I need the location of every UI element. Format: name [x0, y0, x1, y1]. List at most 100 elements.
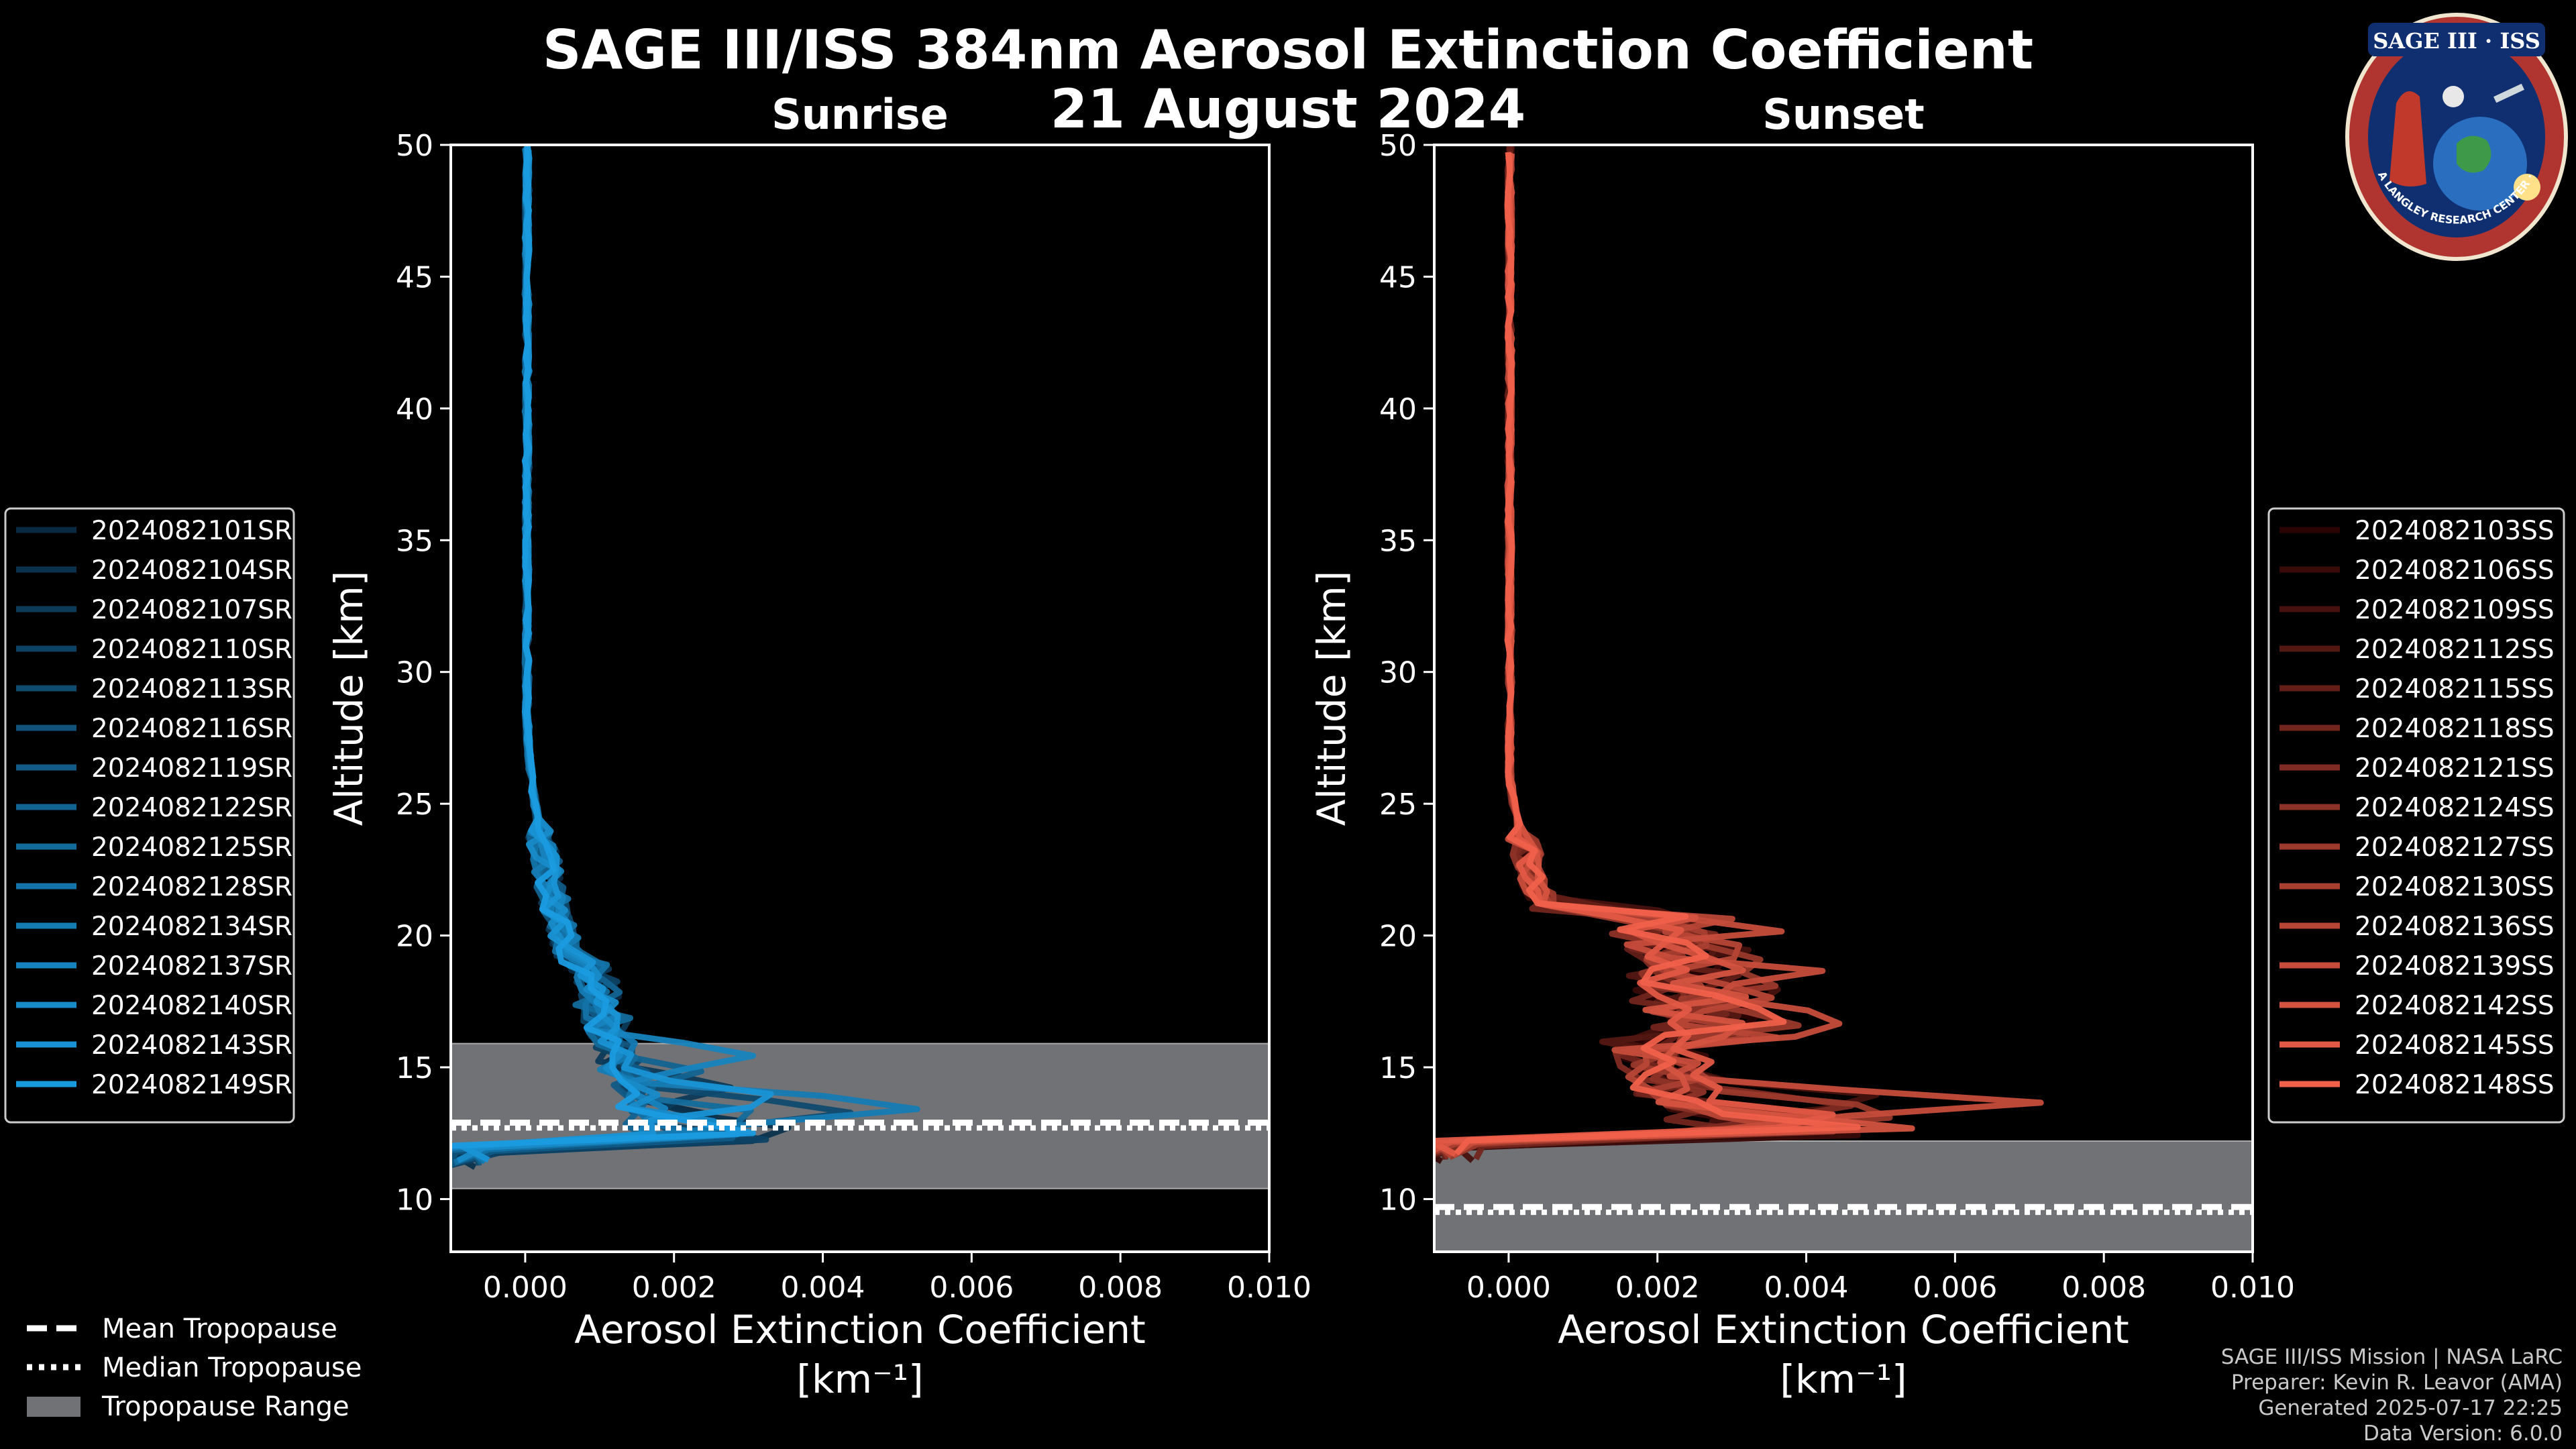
sunset-profiles [1434, 145, 2044, 1165]
y-tick-label: 25 [1379, 788, 1417, 822]
profile-2024082143SR [460, 145, 774, 1163]
sage-mission-badge: SAGE III · ISS BALL · NASA LANGLEY RESEA… [2343, 9, 2568, 261]
y-tick-label: 15 [1379, 1051, 1417, 1085]
sunrise-x-axis-unit: [km⁻¹] [796, 1356, 923, 1402]
sunset-x-axis-label: Aerosol Extinction Coefficient [1558, 1307, 2129, 1352]
y-tick-label: 40 [396, 392, 433, 427]
main-title-date: 21 August 2024 [1050, 78, 1526, 140]
footer-generated: Generated 2025-07-17 22:25 [2258, 1396, 2563, 1420]
sunrise-profiles [451, 145, 920, 1170]
legend-label: 2024082142SS [2355, 991, 2555, 1021]
x-tick-label: 0.006 [1913, 1271, 1997, 1305]
legend-label: 2024082110SR [91, 635, 292, 665]
x-tick-label: 0.004 [1764, 1271, 1849, 1305]
legend-label: 2024082119SR [91, 753, 292, 784]
legend-label: 2024082124SS [2355, 793, 2555, 823]
sunset-legend-box [2267, 507, 2565, 1124]
legend-label: 2024082125SR [91, 833, 292, 863]
sunrise-y-axis-label: Altitude [km] [326, 571, 372, 826]
legend-label: 2024082112SS [2355, 635, 2555, 665]
profile-2024082148SS [1454, 152, 1861, 1156]
x-tick-label: 0.002 [1615, 1271, 1700, 1305]
tropopause-range-label: Tropopause Range [101, 1391, 350, 1422]
profile-2024082101SR [451, 153, 717, 1169]
legend-label: 2024082143SR [91, 1030, 292, 1061]
sunset-panel-title: Sunset [1762, 90, 1925, 139]
badge-continent [2457, 136, 2491, 173]
legend-label: 2024082113SR [91, 674, 292, 704]
sunset-y-axis-label: Altitude [km] [1309, 571, 1354, 826]
footer-data-version: Data Version: 6.0.0 [2363, 1421, 2563, 1446]
y-tick-label: 35 [396, 524, 433, 558]
legend-label: 2024082148SS [2355, 1070, 2555, 1100]
y-tick-label: 45 [396, 260, 433, 294]
y-tick-label: 50 [396, 129, 433, 163]
legend-label: 2024082136SS [2355, 912, 2555, 942]
profile-2024082113SR [474, 150, 854, 1166]
y-tick-label: 40 [1379, 392, 1417, 427]
sunset-tropopause-range [1434, 1140, 2253, 1252]
sunrise-panel: 0.000 0.002 0.004 0.006 0.008 0.010 10 15 20 25 30… [326, 90, 1311, 1402]
x-tick-label: 0.008 [2061, 1271, 2146, 1305]
sunrise-axes-frame [449, 144, 1271, 1253]
x-tick-label: 0.002 [632, 1271, 716, 1305]
x-tick-label: 0.010 [1227, 1271, 1311, 1305]
legend-label: 2024082149SR [91, 1070, 292, 1100]
legend-label: 2024082130SS [2355, 872, 2555, 902]
sunrise-legend: 2024082101SR 2024082104SR 2024082107SR 2024… [4, 507, 295, 1124]
sunrise-panel-title: Sunrise [771, 90, 949, 139]
legend-label: 2024082137SR [91, 951, 292, 981]
profile-2024082116SR [451, 150, 682, 1167]
footer-preparer: Preparer: Kevin R. Leavor (AMA) [2231, 1371, 2563, 1395]
legend-label: 2024082107SR [91, 595, 292, 625]
x-tick-label: 0.006 [929, 1271, 1014, 1305]
y-tick-label: 20 [1379, 920, 1417, 954]
x-tick-label: 0.010 [2210, 1271, 2295, 1305]
badge-title: SAGE III · ISS [2373, 28, 2540, 54]
legend-label: 2024082101SR [91, 516, 292, 546]
profile-2024082149SR [451, 145, 756, 1149]
legend-label: 2024082115SS [2355, 674, 2555, 704]
y-tick-label: 15 [396, 1051, 433, 1085]
sunset-axes-frame [1433, 144, 2254, 1253]
legend-label: 2024082121SS [2355, 753, 2555, 784]
profile-2024082134SR [464, 147, 920, 1165]
legend-label: 2024082118SS [2355, 714, 2555, 744]
y-tick-label: 25 [396, 788, 433, 822]
y-tick-label: 45 [1379, 260, 1417, 294]
badge-figure [2390, 91, 2426, 186]
y-tick-label: 20 [396, 920, 433, 954]
tropopause-range-swatch [27, 1397, 80, 1417]
sunrise-legend-box [4, 507, 295, 1124]
x-tick-label: 0.004 [781, 1271, 865, 1305]
x-tick-label: 0.008 [1078, 1271, 1163, 1305]
legend-label: 2024082104SR [91, 555, 292, 586]
legend-label: 2024082128SR [91, 872, 292, 902]
badge-sun [2514, 174, 2540, 201]
profile-2024082142SS [1434, 152, 1915, 1154]
median-tropopause-label: Median Tropopause [102, 1352, 362, 1383]
legend-label: 2024082139SS [2355, 951, 2555, 981]
sunset-legend: 2024082103SS 2024082106SS 2024082109SS 2024… [2267, 507, 2565, 1124]
legend-label: 2024082103SS [2355, 516, 2555, 546]
sunset-x-axis-unit: [km⁻¹] [1780, 1356, 1907, 1402]
footer-mission: SAGE III/ISS Mission | NASA LaRC [2220, 1345, 2563, 1369]
x-tick-label: 0.000 [483, 1271, 568, 1305]
profile-2024082128SR [453, 147, 715, 1166]
legend-label: 2024082134SR [91, 912, 292, 942]
legend-label: 2024082109SS [2355, 595, 2555, 625]
y-tick-label: 10 [396, 1183, 433, 1217]
sunrise-x-axis-label: Aerosol Extinction Coefficient [574, 1307, 1146, 1352]
legend-label: 2024082140SR [91, 991, 292, 1021]
legend-label: 2024082106SS [2355, 555, 2555, 586]
mean-tropopause-label: Mean Tropopause [102, 1313, 337, 1344]
legend-label: 2024082116SR [91, 714, 292, 744]
badge-station [2493, 83, 2524, 103]
main-title: SAGE III/ISS 384nm Aerosol Extinction Co… [542, 19, 2034, 81]
legend-label: 2024082122SR [91, 793, 292, 823]
badge-title-banner [2368, 23, 2545, 56]
y-tick-label: 30 [396, 656, 433, 690]
x-tick-label: 0.000 [1466, 1271, 1551, 1305]
tropopause-legend: Mean Tropopause Median Tropopause Tropopau… [27, 1313, 362, 1422]
